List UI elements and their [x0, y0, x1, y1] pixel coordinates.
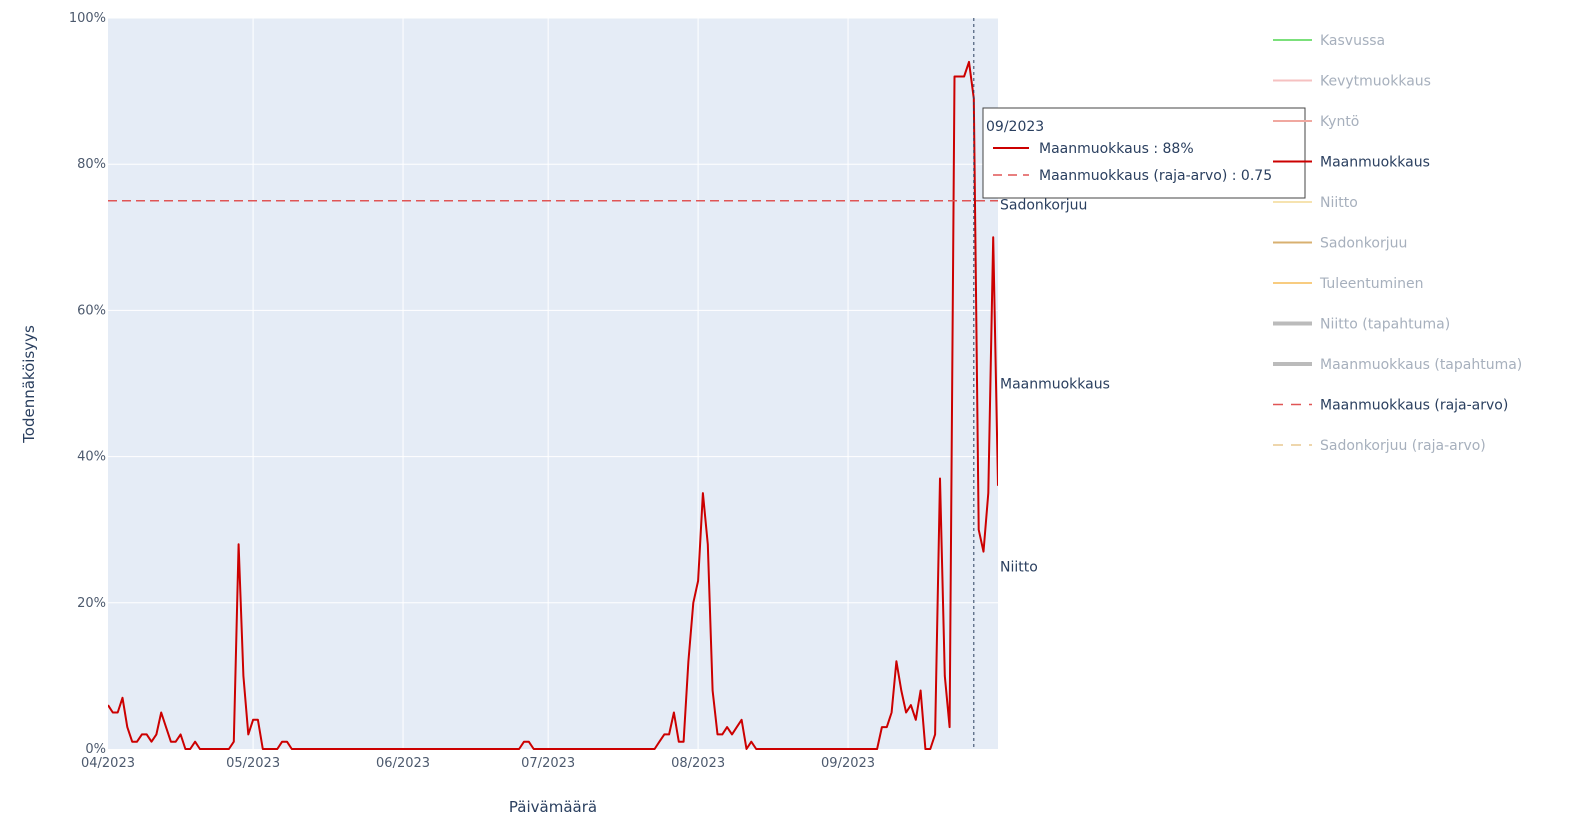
legend-label: Sadonkorjuu [1320, 236, 1407, 252]
x-tick-label: 09/2023 [821, 756, 875, 771]
legend-item[interactable]: Kevytmuokkaus [1273, 74, 1431, 90]
x-tick-label: 08/2023 [671, 756, 725, 771]
legend: Kasvussa Kevytmuokkaus Kyntö Maanmuokkaus Ni… [1273, 33, 1522, 454]
y-tick-label: 100% [69, 11, 106, 26]
y-tick-label: 20% [77, 596, 106, 611]
legend-item[interactable]: Tuleentuminen [1273, 276, 1424, 292]
plot-background [108, 18, 998, 749]
legend-label: Kevytmuokkaus [1320, 74, 1431, 90]
y-axis-title: Todennäköisyys [20, 325, 38, 444]
x-tick-label: 04/2023 [81, 756, 135, 771]
legend-item[interactable]: Niitto [1273, 195, 1358, 211]
legend-label: Sadonkorjuu (raja-arvo) [1320, 438, 1486, 454]
legend-item[interactable]: Maanmuokkaus [1273, 155, 1430, 171]
y-tick-label: 0% [85, 742, 106, 757]
line-annotation: Niitto [1000, 559, 1038, 575]
y-tick-label: 60% [77, 303, 106, 318]
tooltip-title: 09/2023 [986, 119, 1044, 135]
line-annotation: Maanmuokkaus [1000, 377, 1110, 393]
x-axis-title: Päivämäärä [509, 798, 597, 816]
tooltip-box [982, 107, 1306, 199]
legend-label: Tuleentuminen [1319, 276, 1424, 292]
x-tick-label: 05/2023 [226, 756, 280, 771]
legend-label: Kyntö [1320, 114, 1359, 130]
legend-label: Maanmuokkaus (raja-arvo) [1320, 398, 1508, 414]
legend-item[interactable]: Maanmuokkaus (tapahtuma) [1273, 357, 1522, 373]
legend-item[interactable]: Kyntö [1273, 114, 1359, 130]
legend-item[interactable]: Sadonkorjuu (raja-arvo) [1273, 438, 1486, 454]
legend-label: Maanmuokkaus (tapahtuma) [1320, 357, 1522, 373]
legend-label: Niitto [1320, 195, 1358, 211]
tooltip-row-label: Maanmuokkaus (raja-arvo) : 0.75 [1039, 168, 1272, 184]
y-tick-label: 40% [77, 450, 106, 465]
legend-item[interactable]: Maanmuokkaus (raja-arvo) [1273, 398, 1508, 414]
y-tick-label: 80% [77, 157, 106, 172]
tooltip-row-label: Maanmuokkaus : 88% [1039, 141, 1194, 157]
legend-item[interactable]: Sadonkorjuu [1273, 236, 1407, 252]
x-tick-label: 06/2023 [376, 756, 430, 771]
line-annotation: Sadonkorjuu [1000, 197, 1087, 213]
series-line [108, 60, 998, 750]
legend-item[interactable]: Kasvussa [1273, 33, 1385, 49]
legend-label: Niitto (tapahtuma) [1320, 317, 1450, 333]
legend-item[interactable]: Niitto (tapahtuma) [1273, 317, 1450, 333]
hover-tooltip: 09/2023 Maanmuokkaus : 88% Maanmuokkaus (r… [982, 107, 1306, 199]
x-tick-label: 07/2023 [521, 756, 575, 771]
legend-label: Maanmuokkaus [1320, 155, 1430, 171]
legend-label: Kasvussa [1320, 33, 1385, 49]
